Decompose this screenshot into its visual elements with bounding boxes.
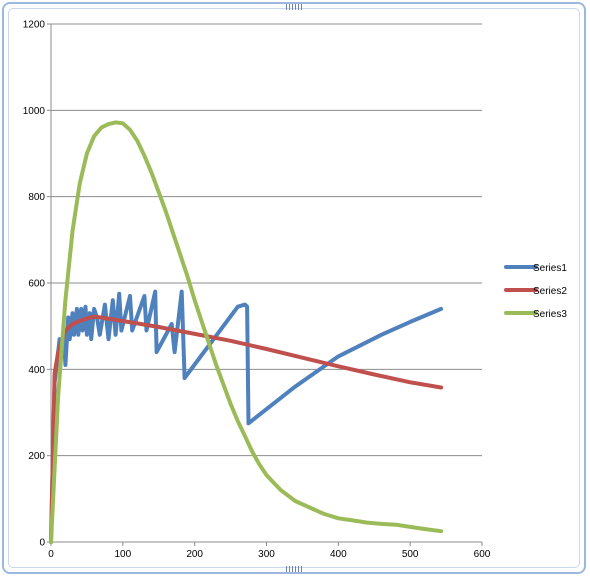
resize-handle-top[interactable] — [286, 4, 302, 10]
x-tick-label-600: 600 — [474, 549, 491, 560]
y-tick-label-1000: 1000 — [23, 106, 46, 117]
x-tick-label-500: 500 — [402, 549, 419, 560]
legend-label-3: Series3 — [533, 309, 567, 320]
y-tick-label-200: 200 — [28, 451, 45, 462]
series-line-1 — [49, 289, 444, 544]
y-tick-label-1200: 1200 — [23, 20, 46, 31]
gridlines — [51, 23, 482, 457]
x-tick-label-400: 400 — [330, 549, 347, 560]
y-tick-label-800: 800 — [28, 192, 45, 203]
y-tick-label-600: 600 — [28, 279, 45, 290]
x-tick-label-100: 100 — [114, 549, 131, 560]
legend-label-2: Series2 — [533, 286, 567, 297]
y-tick-label-400: 400 — [28, 365, 45, 376]
axes: 0 200 400 600 800 1000 1200 0 100 200 300 400 500 600 — [23, 20, 491, 561]
series-line-3 — [49, 120, 444, 544]
x-tick-label-0: 0 — [48, 549, 54, 560]
series-lines — [49, 120, 444, 544]
resize-handle-bottom[interactable] — [286, 566, 302, 572]
x-tick-label-300: 300 — [258, 549, 275, 560]
chart-frame — [2, 2, 586, 574]
series-line-2 — [49, 314, 444, 544]
legend-label-1: Series1 — [533, 263, 567, 274]
legend[interactable]: Series1 Series2 Series3 — [504, 263, 567, 320]
y-tick-label-0: 0 — [39, 538, 45, 549]
x-tick-label-200: 200 — [186, 549, 203, 560]
